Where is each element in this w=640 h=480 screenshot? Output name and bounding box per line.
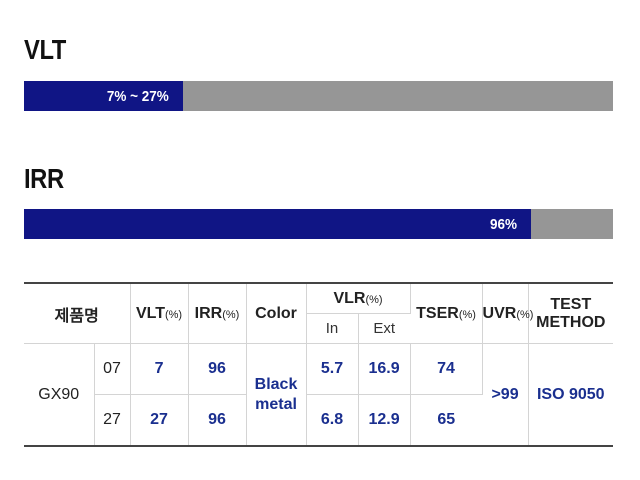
- vlt-range-label: 7% ~ 27%: [107, 87, 170, 105]
- irr-title: IRR: [24, 163, 64, 194]
- header-tser: TSER(%): [410, 283, 483, 344]
- header-vlt: VLT(%): [130, 283, 189, 344]
- tser-cell: 65: [410, 394, 483, 447]
- irr-value-label: 96%: [489, 215, 517, 233]
- vlt-cell: 27: [130, 394, 189, 447]
- header-vlr-in: In: [306, 313, 359, 344]
- header-irr: IRR(%): [188, 283, 247, 344]
- vlt-cell: 7: [130, 343, 189, 395]
- vlr-ext-cell: 16.9: [358, 343, 411, 395]
- header-vlr-ext: Ext: [358, 313, 411, 344]
- product-name: GX90: [24, 343, 95, 447]
- color-cell: Black metal: [246, 343, 307, 447]
- header-uvr: UVR(%): [482, 283, 533, 344]
- grade-cell: 07: [94, 343, 131, 395]
- irr-cell: 96: [188, 343, 247, 395]
- table-row: 27 27 96 6.8 12.9 65: [24, 394, 613, 447]
- vlt-bar: 7% ~ 27%: [24, 81, 613, 111]
- vlt-bar-fill: 7% ~ 27%: [24, 81, 184, 111]
- header-product: 제품명: [24, 283, 131, 344]
- test-method-cell: ISO 9050: [528, 343, 614, 447]
- irr-cell: 96: [188, 394, 247, 447]
- header-vlr: VLR(%): [306, 283, 411, 314]
- uvr-cell: >99: [482, 343, 529, 447]
- vlr-in-cell: 6.8: [306, 394, 359, 447]
- grade-cell: 27: [94, 394, 131, 447]
- header-test-method: TEST METHOD: [528, 283, 614, 344]
- irr-bar: 96%: [24, 209, 613, 239]
- spec-table: 제품명 VLT(%) IRR(%) Color VLR(%) TSER(%) U…: [24, 282, 614, 447]
- tser-cell: 74: [410, 343, 483, 395]
- vlr-in-cell: 5.7: [306, 343, 359, 395]
- vlt-title: VLT: [24, 34, 66, 65]
- header-color: Color: [246, 283, 307, 344]
- vlr-ext-cell: 12.9: [358, 394, 411, 447]
- irr-bar-fill: 96%: [24, 209, 531, 239]
- table-row: GX90 07 7 96 Black metal 5.7 16.9 74 >99…: [24, 343, 614, 447]
